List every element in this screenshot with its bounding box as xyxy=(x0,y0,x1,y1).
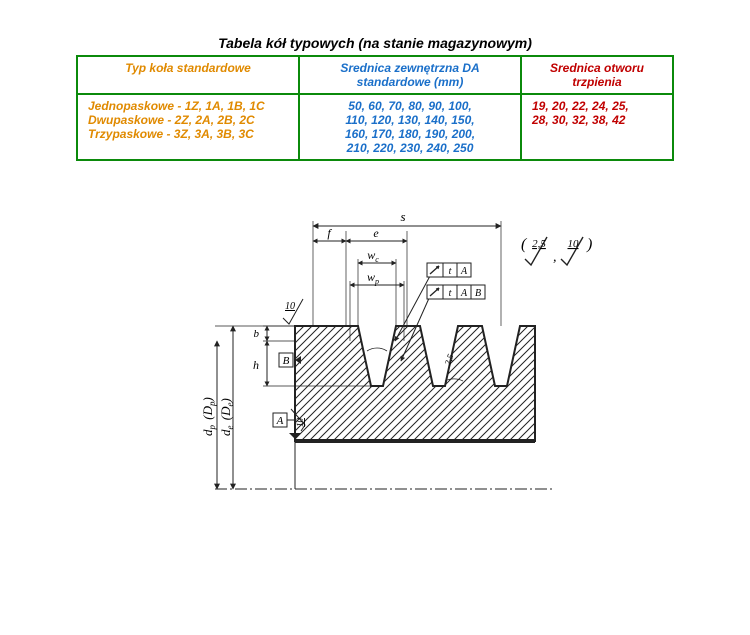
bore-line-2: 28, 30, 32, 38, 42 xyxy=(532,113,625,127)
profile-group xyxy=(295,326,535,441)
svg-text:,: , xyxy=(553,250,557,265)
header-bore: Srednica otworu trzpienia xyxy=(521,56,673,94)
svg-text:h: h xyxy=(253,358,259,372)
gdnt-runout-AB: t A B xyxy=(427,285,485,299)
cell-diameter: 50, 60, 70, 80, 90, 100, 110, 120, 130, … xyxy=(299,94,521,160)
svg-text:s: s xyxy=(400,209,405,224)
cross-section-diagram: dp (Dp) de (De) s f e wc wp b h B A 10 xyxy=(0,181,750,516)
svg-text:(: ( xyxy=(521,236,528,253)
standard-wheels-table: Typ koła standardowe Srednica zewnętrzna… xyxy=(76,55,674,161)
groove-diagram-svg: dp (Dp) de (De) s f e wc wp b h B A 10 xyxy=(145,181,605,511)
svg-text:B: B xyxy=(283,355,290,367)
cell-bore: 19, 20, 22, 24, 25, 28, 30, 32, 38, 42 xyxy=(521,94,673,160)
table-title: Tabela kół typowych (na stanie magazynow… xyxy=(0,35,750,51)
type-line-2: Dwupaskowe - 2Z, 2A, 2B, 2C xyxy=(88,113,255,127)
svg-text:B: B xyxy=(475,288,481,299)
surface-symbol-top: 10 xyxy=(283,299,303,324)
cell-type: Jednopaskowe - 1Z, 1A, 1B, 1C Dwupaskowe… xyxy=(77,94,299,160)
svg-text:): ) xyxy=(586,236,592,253)
svg-text:10: 10 xyxy=(285,301,295,312)
svg-text:t: t xyxy=(449,266,452,277)
surface-spec-general: ( 2,5 , 10 ) xyxy=(521,236,592,265)
svg-text:dp (Dp): dp (Dp) xyxy=(200,397,218,436)
bore-line-1: 19, 20, 22, 24, 25, xyxy=(532,99,629,113)
diam-line-2: 110, 120, 130, 140, 150, xyxy=(345,113,474,127)
svg-text:10: 10 xyxy=(568,238,580,250)
gdnt-runout-A: t A xyxy=(427,263,471,277)
svg-text:A: A xyxy=(276,415,284,427)
svg-text:f: f xyxy=(327,226,332,240)
type-line-3: Trzypaskowe - 3Z, 3A, 3B, 3C xyxy=(88,127,254,141)
diam-line-1: 50, 60, 70, 80, 90, 100, xyxy=(348,99,471,113)
svg-text:t: t xyxy=(449,288,452,299)
svg-text:wp: wp xyxy=(367,270,379,286)
header-type: Typ koła standardowe xyxy=(77,56,299,94)
svg-text:wc: wc xyxy=(367,248,379,264)
header-diameter: Srednica zewnętrzna DA standardowe (mm) xyxy=(299,56,521,94)
svg-text:e: e xyxy=(373,226,379,240)
svg-text:A: A xyxy=(460,288,468,299)
svg-text:b: b xyxy=(254,328,260,340)
diam-line-3: 160, 170, 180, 190, 200, xyxy=(345,127,475,141)
svg-text:A: A xyxy=(460,266,468,277)
type-line-1: Jednopaskowe - 1Z, 1A, 1B, 1C xyxy=(88,99,265,113)
svg-text:2,5: 2,5 xyxy=(532,238,546,250)
diam-line-4: 210, 220, 230, 240, 250 xyxy=(347,141,474,155)
svg-text:10: 10 xyxy=(295,418,305,428)
